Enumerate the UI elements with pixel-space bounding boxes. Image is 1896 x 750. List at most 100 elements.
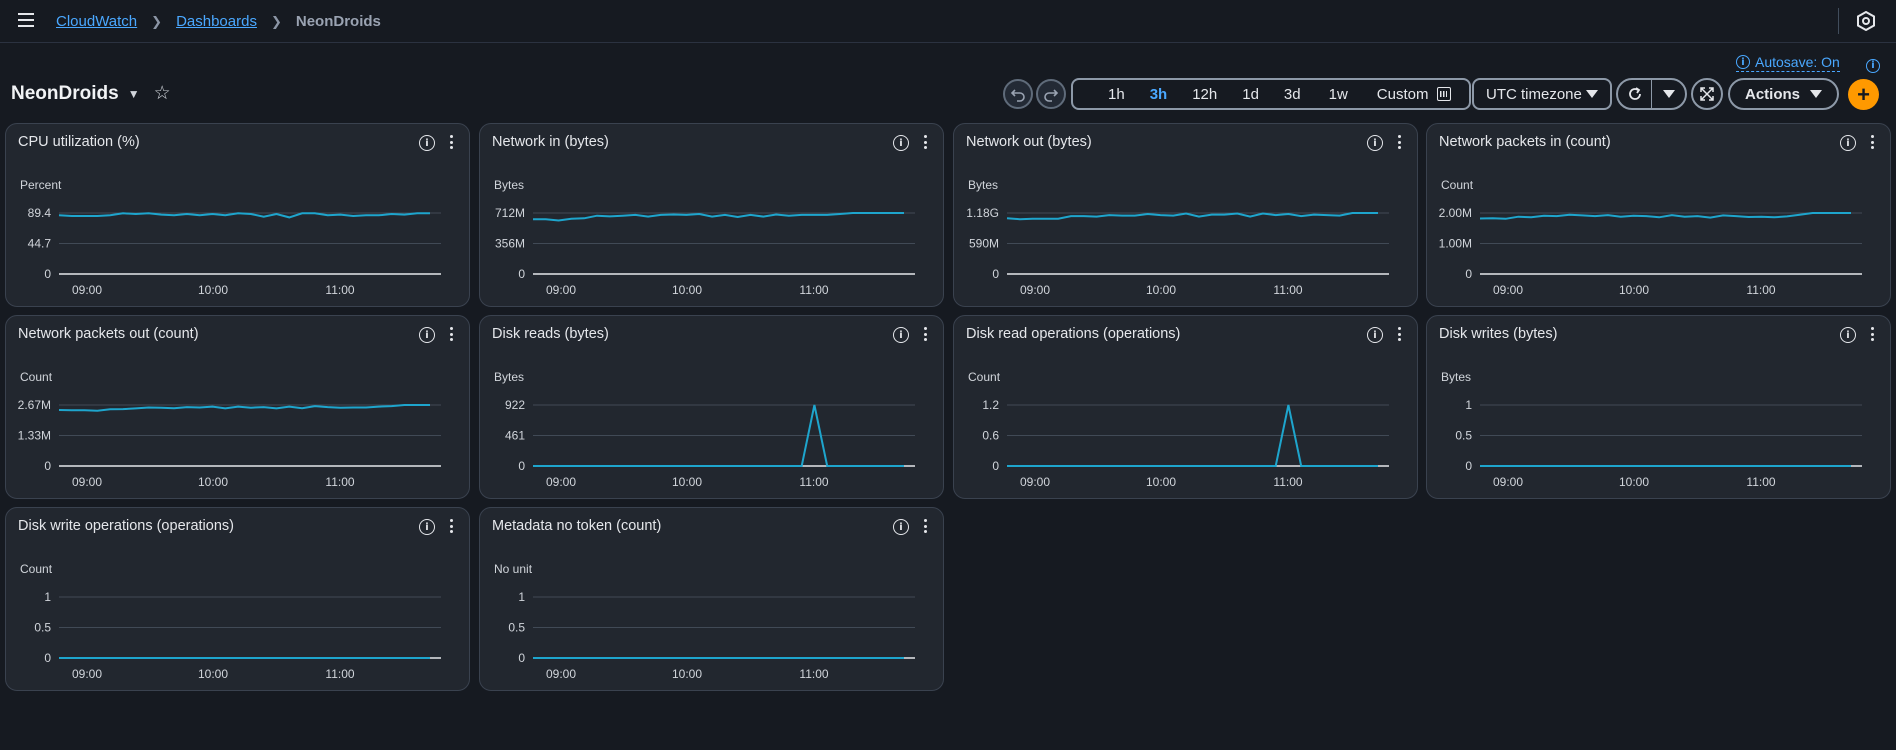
- metric-widget[interactable]: Metadata no token (count) i No unit 1 0.5 0 09…: [479, 507, 944, 691]
- more-options-icon[interactable]: [447, 517, 455, 535]
- more-options-icon[interactable]: [1395, 133, 1403, 151]
- range-1d[interactable]: 1d: [1242, 85, 1259, 103]
- star-icon[interactable]: ☆: [153, 83, 171, 104]
- series-line: [1007, 404, 1378, 467]
- y-tick-label: 89.4: [28, 206, 52, 220]
- y-tick-label: 1.33M: [18, 429, 51, 443]
- y-tick-label: 0: [44, 459, 51, 473]
- range-1h[interactable]: 1h: [1108, 85, 1125, 103]
- y-tick-label: 0.5: [1455, 429, 1472, 443]
- info-icon[interactable]: i: [1367, 327, 1383, 343]
- more-options-icon[interactable]: [1395, 325, 1403, 343]
- unit-label: Bytes: [968, 178, 999, 192]
- settings-hex-icon[interactable]: [1856, 10, 1878, 32]
- breadcrumb-cloudwatch[interactable]: CloudWatch: [56, 13, 138, 30]
- range-custom[interactable]: Custom: [1376, 85, 1429, 103]
- more-options-icon[interactable]: [921, 325, 929, 343]
- undo-button[interactable]: [1003, 79, 1033, 109]
- y-tick-label: 0.5: [34, 621, 51, 635]
- caret-down-icon[interactable]: ▼: [127, 86, 140, 101]
- x-tick-label: 10:00: [198, 283, 228, 297]
- x-tick-label: 10:00: [1146, 475, 1176, 489]
- line-chart: 2.00M 1.00M 0 09:00 10:00 11:00: [1439, 206, 1862, 297]
- more-options-icon[interactable]: [1868, 133, 1876, 151]
- info-icon[interactable]: i: [419, 135, 435, 151]
- y-tick-label: 1.00M: [1439, 237, 1472, 251]
- info-icon[interactable]: i: [893, 519, 909, 535]
- info-icon[interactable]: i: [1840, 327, 1856, 343]
- actions-dropdown[interactable]: Actions: [1728, 78, 1839, 110]
- calendar-icon[interactable]: [1437, 87, 1452, 101]
- info-icon[interactable]: i: [893, 135, 909, 151]
- x-tick-label: 10:00: [672, 283, 702, 297]
- x-tick-label: 10:00: [198, 667, 228, 681]
- info-icon[interactable]: i: [1840, 135, 1856, 151]
- caret-down-icon: [1662, 90, 1675, 98]
- actions-label: Actions: [1744, 85, 1800, 103]
- breadcrumb-dashboards[interactable]: Dashboards: [176, 13, 257, 30]
- range-1w[interactable]: 1w: [1328, 85, 1348, 103]
- y-tick-label: 2.67M: [18, 398, 51, 412]
- timezone-select[interactable]: UTC timezone: [1472, 78, 1612, 110]
- widget-title: Network packets out (count): [18, 326, 199, 342]
- metric-widget[interactable]: Network in (bytes) i Bytes 712M 356M 0 09:00 10…: [479, 123, 944, 307]
- caret-down-icon: [1810, 90, 1822, 98]
- metric-widget[interactable]: CPU utilization (%) i Percent 89.4 44.7 0 09:0…: [5, 123, 470, 307]
- more-options-icon[interactable]: [1868, 325, 1876, 343]
- unit-label: Percent: [20, 178, 62, 192]
- x-tick-label: 09:00: [72, 475, 102, 489]
- range-3d[interactable]: 3d: [1283, 85, 1301, 103]
- metric-widget[interactable]: Disk reads (bytes) i Bytes 922 461 0 09:00 10:0…: [479, 315, 944, 499]
- breadcrumb: CloudWatch ❯ Dashboards ❯ NeonDroids: [56, 13, 381, 30]
- info-icon: i: [1736, 55, 1750, 69]
- line-chart: 712M 356M 0 09:00 10:00 11:00: [495, 206, 915, 297]
- y-tick-label: 590M: [969, 237, 999, 251]
- info-icon[interactable]: i: [1367, 135, 1383, 151]
- menu-icon[interactable]: [18, 13, 34, 27]
- autosave-info-icon[interactable]: i: [1866, 55, 1880, 73]
- metric-widget[interactable]: Disk writes (bytes) i Bytes 1 0.5 0 09:00 10:00…: [1426, 315, 1891, 499]
- info-icon[interactable]: i: [419, 519, 435, 535]
- more-options-icon[interactable]: [921, 133, 929, 151]
- info-icon[interactable]: i: [419, 327, 435, 343]
- x-tick-label: 11:00: [1746, 475, 1775, 489]
- info-icon[interactable]: i: [893, 327, 909, 343]
- chevron-right-icon: ❯: [151, 13, 163, 29]
- metric-widget[interactable]: Network out (bytes) i Bytes 1.18G 590M 0 09:00…: [953, 123, 1418, 307]
- widget-title: Network out (bytes): [966, 134, 1092, 150]
- range-12h[interactable]: 12h: [1192, 85, 1218, 103]
- metric-widget[interactable]: Network packets out (count) i Count 2.67M 1.…: [5, 315, 470, 499]
- series-line: [533, 404, 904, 467]
- y-tick-label: 461: [505, 429, 525, 443]
- more-options-icon[interactable]: [921, 517, 929, 535]
- unit-label: Bytes: [494, 178, 525, 192]
- more-options-icon[interactable]: [447, 133, 455, 151]
- divider: [1838, 8, 1839, 34]
- refresh-button[interactable]: [1618, 80, 1652, 108]
- redo-icon: [1044, 89, 1059, 102]
- y-tick-label: 0: [44, 267, 51, 281]
- unit-label: No unit: [494, 562, 533, 576]
- x-tick-label: 11:00: [799, 667, 828, 681]
- y-tick-label: 1.2: [982, 398, 999, 412]
- fullscreen-button[interactable]: [1691, 78, 1723, 110]
- refresh-options-dropdown[interactable]: [1652, 80, 1685, 108]
- add-widget-button[interactable]: +: [1848, 79, 1879, 110]
- metric-widget[interactable]: Disk write operations (operations) i Count…: [5, 507, 470, 691]
- x-tick-label: 09:00: [1493, 475, 1523, 489]
- series-line: [1006, 212, 1378, 221]
- more-options-icon[interactable]: [447, 325, 455, 343]
- autosave-toggle[interactable]: i Autosave: On: [1736, 54, 1840, 72]
- line-chart: 922 461 0 09:00 10:00 11:00: [505, 398, 915, 489]
- y-tick-label: 0: [1465, 459, 1472, 473]
- metric-widget[interactable]: Disk read operations (operations) i Count 1…: [953, 315, 1418, 499]
- redo-button[interactable]: [1036, 79, 1066, 109]
- x-tick-label: 09:00: [1020, 475, 1050, 489]
- line-chart: 1 0.5 0 09:00 10:00 11:00: [1455, 398, 1862, 489]
- x-tick-label: 10:00: [672, 475, 702, 489]
- undo-icon: [1010, 89, 1025, 102]
- y-tick-label: 0.5: [508, 621, 525, 635]
- range-3h[interactable]: 3h: [1149, 85, 1168, 103]
- y-tick-label: 0: [992, 459, 999, 473]
- metric-widget[interactable]: Network packets in (count) i Count 2.00M 1.0…: [1426, 123, 1891, 307]
